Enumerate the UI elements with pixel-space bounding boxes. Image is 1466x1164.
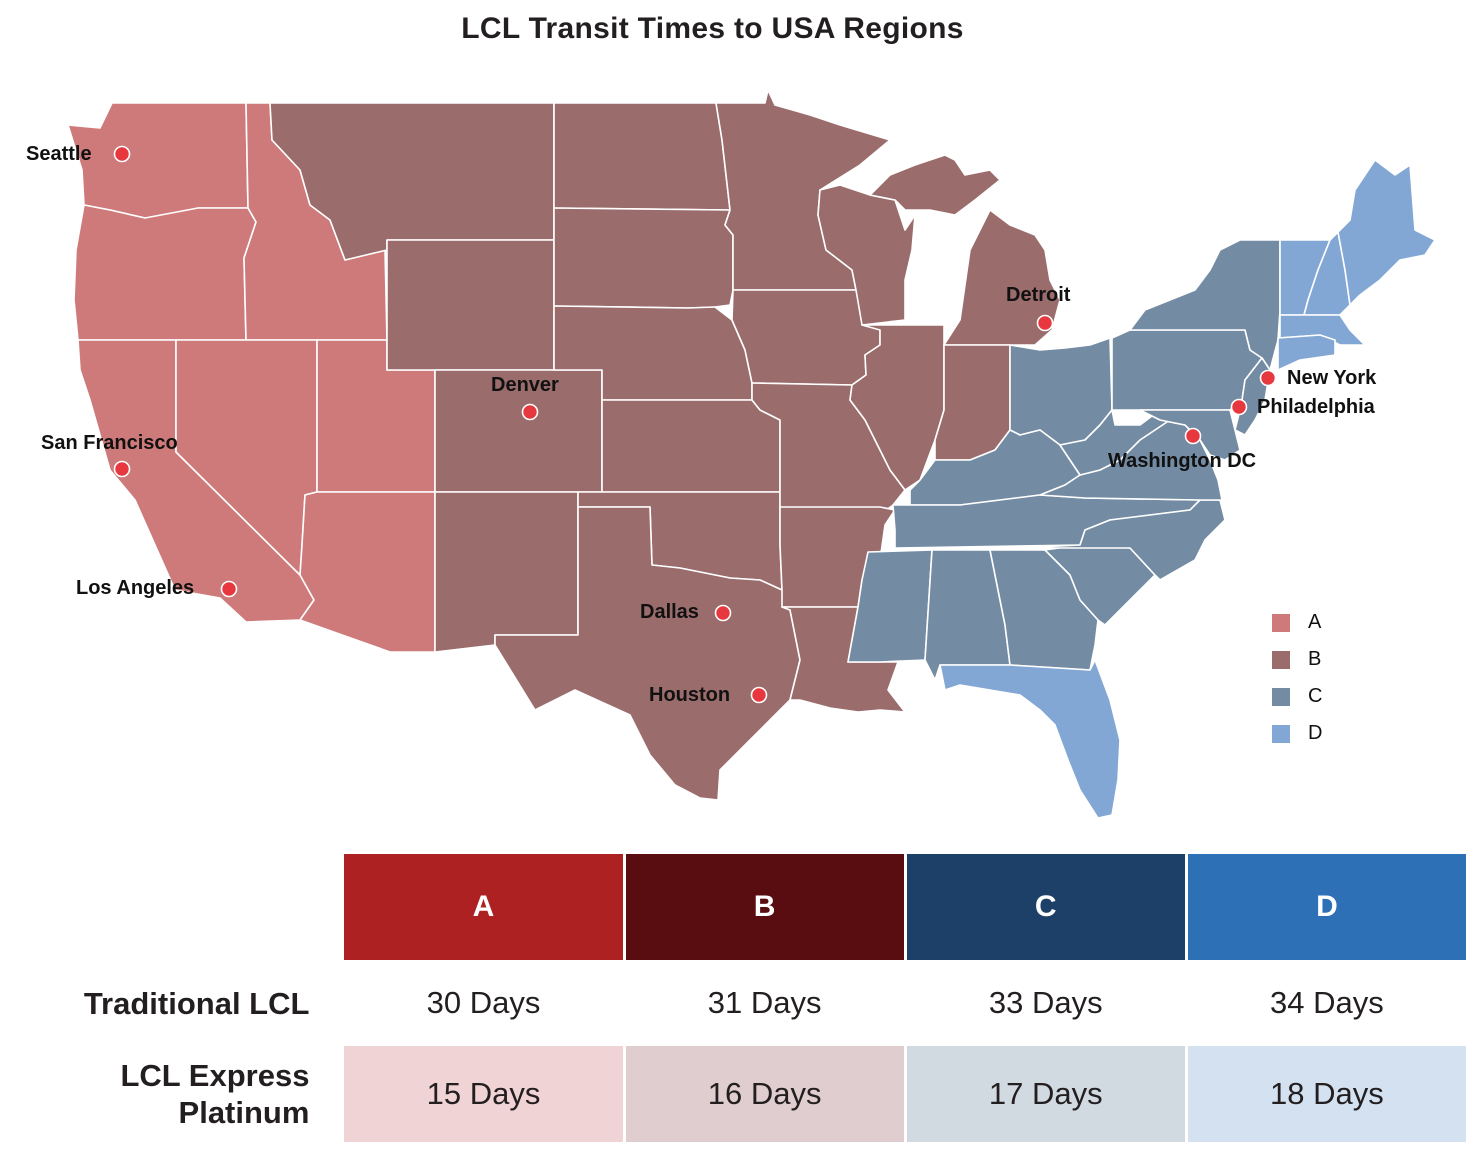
city-seattle: Seattle xyxy=(26,143,131,165)
state-texas xyxy=(494,506,801,801)
traditional-region-c: 33 Days xyxy=(903,960,1187,1046)
city-denver: Denver xyxy=(491,374,559,421)
chart-title: LCL Transit Times to USA Regions xyxy=(461,12,964,45)
legend-swatch-c xyxy=(1272,687,1290,706)
traditional-region-d: 34 Days xyxy=(1184,960,1466,1046)
row-label-line-2: Platinum xyxy=(178,1095,310,1130)
state-new-mexico xyxy=(434,491,579,653)
header-region-a: A xyxy=(341,854,625,960)
state-wyoming xyxy=(386,239,555,371)
city-label-new-york: New York xyxy=(1287,367,1377,389)
region-b-states xyxy=(269,89,1061,801)
legend-swatch-d xyxy=(1272,724,1290,743)
state-florida xyxy=(939,659,1121,819)
state-maine xyxy=(1337,159,1436,306)
row-label-line-1: LCL Express xyxy=(120,1058,310,1093)
usa-region-map: Seattle San Francisco Los Angeles Denver… xyxy=(26,89,1436,819)
city-label-houston: Houston xyxy=(649,684,730,706)
city-label-seattle: Seattle xyxy=(26,143,92,165)
state-oregon xyxy=(73,204,257,341)
city-dot-icon xyxy=(750,686,768,704)
header-region-d: D xyxy=(1184,854,1466,960)
city-washington-dc: Washington DC xyxy=(1108,427,1256,472)
express-region-d: 18 Days xyxy=(1184,1046,1466,1142)
state-south-dakota xyxy=(553,207,734,309)
city-dallas: Dallas xyxy=(640,601,732,623)
city-markers: Seattle San Francisco Los Angeles Denver… xyxy=(26,143,1377,706)
legend-item-c: C xyxy=(1272,678,1322,715)
city-label-dallas: Dallas xyxy=(640,601,699,623)
header-region-b: B xyxy=(622,854,906,960)
city-dot-icon xyxy=(220,580,238,598)
city-dot-icon xyxy=(521,403,539,421)
legend-label-d: D xyxy=(1308,722,1323,744)
city-new-york: New York xyxy=(1259,367,1377,389)
region-a-states xyxy=(67,102,436,653)
city-label-denver: Denver xyxy=(491,374,559,396)
city-dot-icon xyxy=(113,460,131,478)
city-dot-icon xyxy=(714,604,732,622)
city-dot-icon xyxy=(113,145,131,163)
legend-label-a: A xyxy=(1308,611,1322,633)
state-kansas xyxy=(601,399,781,493)
city-label-san-francisco: San Francisco xyxy=(41,432,178,454)
map-legend: A B C D xyxy=(1272,604,1322,752)
legend-item-a: A xyxy=(1272,604,1322,641)
legend-label-b: B xyxy=(1308,648,1322,670)
city-philadelphia: Philadelphia xyxy=(1230,396,1376,418)
state-arizona xyxy=(299,491,436,653)
city-label-philadelphia: Philadelphia xyxy=(1257,396,1376,418)
header-spacer xyxy=(20,854,343,960)
region-d-states xyxy=(939,159,1436,819)
city-dot-icon xyxy=(1230,398,1248,416)
city-houston: Houston xyxy=(649,684,768,706)
row-label-lcl-express-platinum: LCL Express Platinum xyxy=(20,1046,343,1142)
row-label-traditional-lcl: Traditional LCL xyxy=(83,985,310,1021)
table-row-lcl-express-platinum: LCL Express Platinum 15 Days 16 Days 17 … xyxy=(20,1046,1466,1142)
legend-swatch-b xyxy=(1272,650,1290,669)
city-san-francisco: San Francisco xyxy=(41,432,178,478)
state-washington xyxy=(67,102,249,219)
city-dot-icon xyxy=(1184,427,1202,445)
legend-item-d: D xyxy=(1272,715,1322,752)
state-wisconsin xyxy=(817,184,916,326)
state-connecticut-rhode-island xyxy=(1277,334,1336,371)
express-region-c: 17 Days xyxy=(903,1046,1187,1142)
express-region-a: 15 Days xyxy=(341,1046,625,1142)
state-indiana xyxy=(934,344,1011,461)
state-michigan xyxy=(869,154,1061,346)
header-region-c: C xyxy=(903,854,1187,960)
legend-item-b: B xyxy=(1272,641,1322,678)
city-dot-icon xyxy=(1036,314,1054,332)
state-pennsylvania xyxy=(1111,329,1263,411)
legend-label-c: C xyxy=(1308,685,1323,707)
express-region-b: 16 Days xyxy=(622,1046,906,1142)
city-los-angeles: Los Angeles xyxy=(76,577,238,599)
state-north-dakota xyxy=(553,102,731,211)
table-header-row: A B C D xyxy=(20,854,1466,960)
legend-swatch-a xyxy=(1272,613,1290,632)
table-row-traditional-lcl: Traditional LCL 30 Days 31 Days 33 Days … xyxy=(20,960,1466,1046)
city-label-washington-dc: Washington DC xyxy=(1108,450,1256,472)
city-label-detroit: Detroit xyxy=(1006,284,1071,306)
city-label-los-angeles: Los Angeles xyxy=(76,577,194,599)
region-c-states xyxy=(847,239,1281,681)
traditional-region-b: 31 Days xyxy=(622,960,906,1046)
city-detroit: Detroit xyxy=(1006,284,1071,332)
state-maryland-delaware xyxy=(1139,409,1241,461)
transit-times-table: A B C D Traditional LCL 30 Days 31 Days … xyxy=(20,854,1466,1142)
traditional-region-a: 30 Days xyxy=(341,960,625,1046)
city-dot-icon xyxy=(1259,369,1277,387)
